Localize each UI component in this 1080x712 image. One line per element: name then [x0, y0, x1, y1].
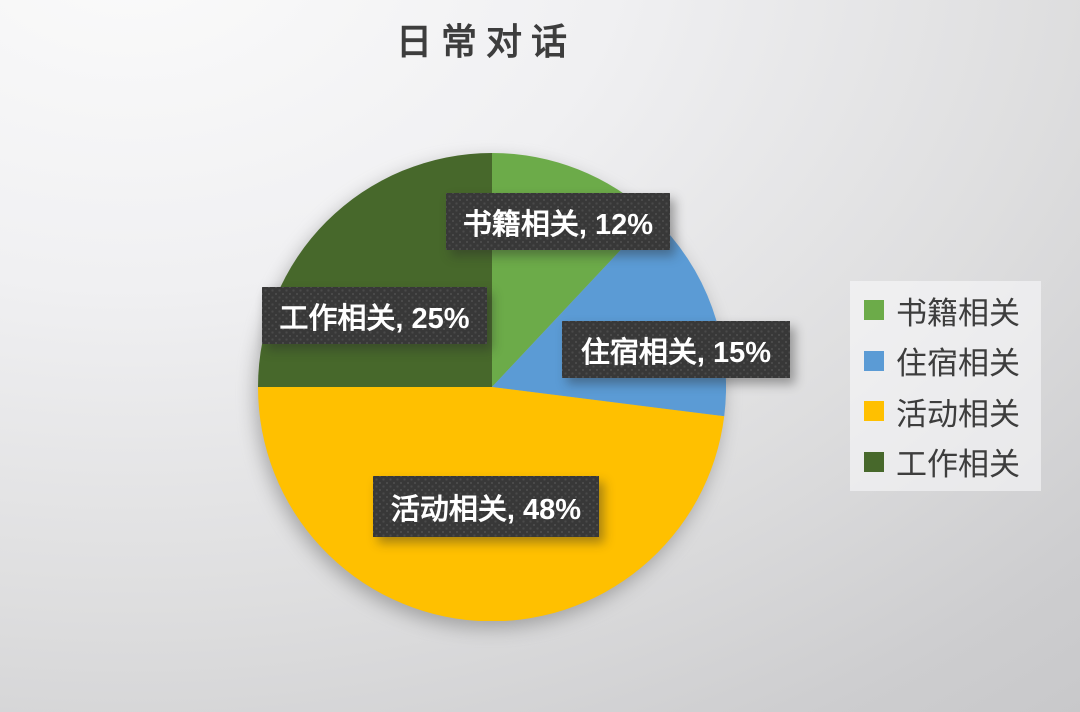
legend-label-work-related: 工作相关	[896, 447, 1020, 483]
data-label-accommodation-related: 住宿相关, 15%	[562, 321, 790, 378]
legend-item-activity-related: 活动相关	[864, 389, 1041, 434]
legend-swatch-accommodation-related-icon	[864, 350, 884, 371]
legend-swatch-book-related-icon	[864, 300, 884, 321]
pie-slice-work-related	[258, 153, 492, 387]
legend-label-activity-related: 活动相关	[896, 396, 1020, 432]
legend-label-book-related: 书籍相关	[896, 295, 1020, 331]
legend-item-work-related: 工作相关	[864, 439, 1041, 484]
data-label-book-related: 书籍相关, 12%	[446, 193, 670, 250]
legend: 书籍相关 住宿相关 活动相关 工作相关	[850, 281, 1041, 491]
chart-title: 日常对话	[395, 21, 576, 62]
legend-item-book-related: 书籍相关	[864, 288, 1041, 333]
legend-swatch-activity-related-icon	[864, 401, 884, 422]
legend-label-accommodation-related: 住宿相关	[896, 346, 1020, 382]
data-label-activity-related: 活动相关, 48%	[373, 476, 599, 537]
data-label-work-related: 工作相关, 25%	[262, 287, 487, 344]
legend-swatch-work-related-icon	[864, 451, 884, 472]
legend-item-accommodation-related: 住宿相关	[864, 338, 1041, 383]
